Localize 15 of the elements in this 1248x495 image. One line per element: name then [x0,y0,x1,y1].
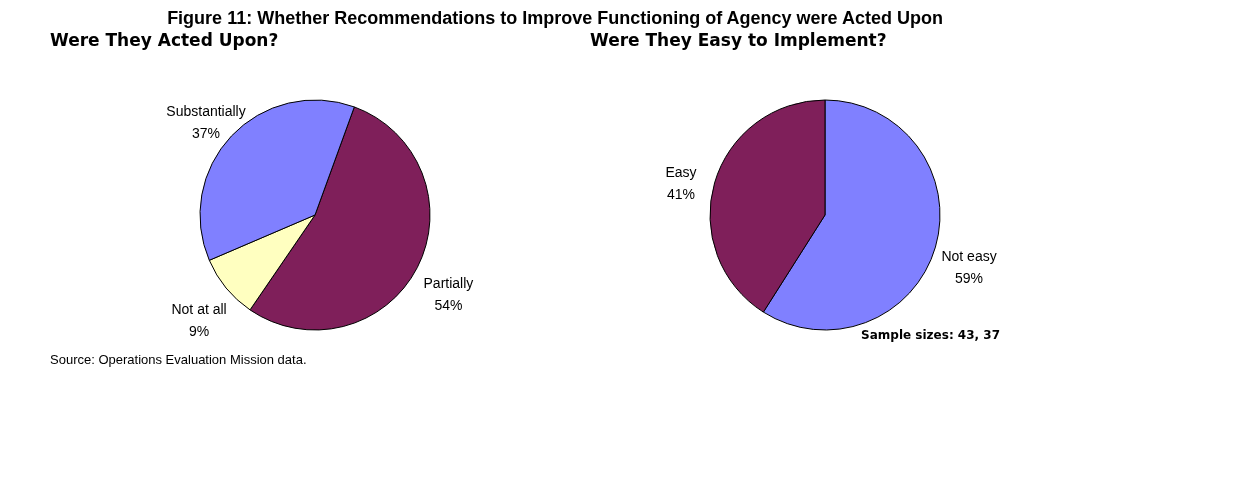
text: Sample sizes: 43, 37 [861,328,1000,342]
slice-label: Not easy [941,247,997,264]
chart-title: Were They Easy to Implement? [590,30,887,50]
data-label: 37% [192,124,221,141]
slice-label: Partially [423,274,474,291]
slice-label: Easy [665,164,697,181]
slice-label: Not at all [171,301,227,318]
data-label: 54% [434,296,463,313]
data-label: 41% [666,186,695,203]
text: Figure 11: Whether Recommendations to Improve Functioning of Agency were Acted Upon [167,8,943,28]
data-label: 9% [188,323,210,340]
source-note: Source: Operations Evaluation Mission data. [50,352,307,367]
chart-subtitle: Were They Acted Upon? [50,30,279,50]
slice-label: Substantially [166,102,246,119]
data-label: 59% [955,269,984,286]
